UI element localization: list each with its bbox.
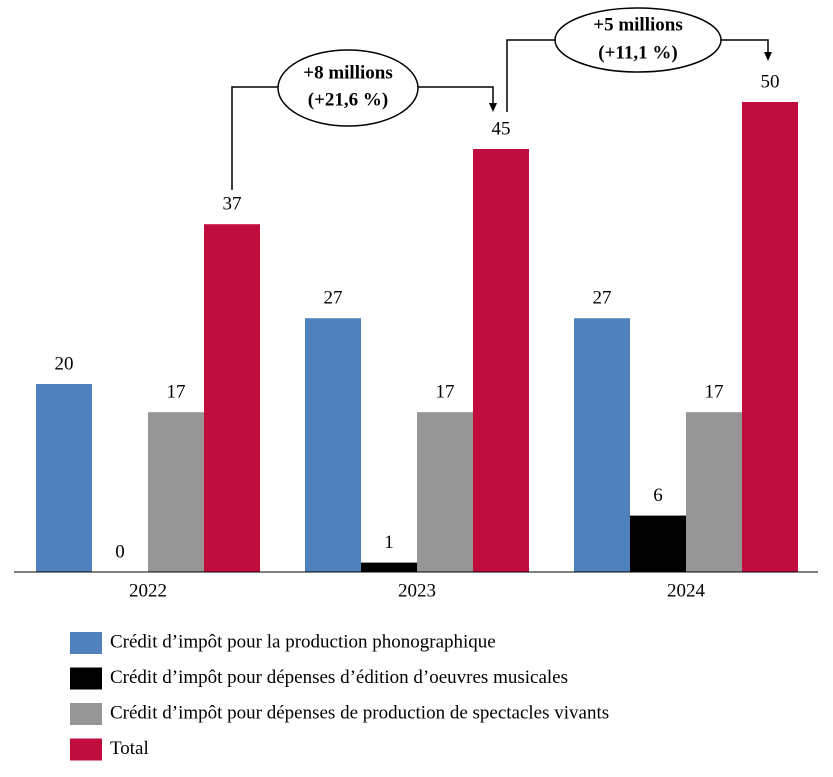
value-label: 1 — [384, 532, 394, 553]
annotation-bubble — [277, 49, 419, 127]
value-label: 6 — [653, 485, 663, 506]
bar — [417, 412, 473, 572]
connector — [418, 86, 494, 110]
bar — [686, 412, 742, 572]
bar — [574, 318, 630, 572]
legend-label: Crédit d’impôt pour dépenses de producti… — [110, 702, 609, 723]
annotation-text: +5 millions — [593, 14, 682, 35]
bar — [36, 384, 92, 572]
legend-swatch — [70, 632, 102, 654]
value-label: 17 — [705, 382, 724, 403]
bar — [148, 412, 204, 572]
x-tick-label: 2024 — [667, 580, 706, 601]
bar — [630, 515, 686, 572]
value-label: 45 — [492, 118, 511, 139]
legend-swatch — [70, 667, 102, 690]
value-label: 27 — [324, 288, 343, 309]
bar — [473, 149, 529, 572]
legend-swatch — [70, 738, 102, 761]
connector — [721, 39, 769, 58]
annotation-text: (+21,6 %) — [308, 89, 388, 110]
annotation-bubble — [554, 7, 722, 73]
connector — [506, 39, 555, 112]
arrow-head — [489, 103, 497, 112]
x-tick-label: 2023 — [398, 580, 436, 601]
x-tick-label: 2022 — [129, 580, 167, 601]
value-label: 20 — [55, 353, 74, 374]
bar — [305, 318, 361, 572]
legend-swatch — [70, 703, 102, 725]
value-label: 17 — [167, 382, 186, 403]
annotation-text: +8 millions — [303, 62, 392, 83]
bar — [742, 102, 798, 572]
legend-label: Crédit d’impôt pour la production phonog… — [110, 631, 496, 652]
value-label: 17 — [436, 382, 455, 403]
bar — [361, 562, 417, 572]
connector — [231, 86, 278, 190]
bar — [204, 224, 260, 572]
value-label: 0 — [115, 541, 125, 562]
arrow-head — [764, 52, 772, 61]
value-label: 37 — [223, 194, 242, 215]
annotation-text: (+11,1 %) — [598, 42, 677, 63]
value-label: 27 — [593, 288, 612, 309]
legend-label: Total — [110, 738, 149, 759]
legend-label: Crédit d’impôt pour dépenses d’édition d… — [110, 667, 568, 688]
value-label: 50 — [761, 71, 780, 92]
